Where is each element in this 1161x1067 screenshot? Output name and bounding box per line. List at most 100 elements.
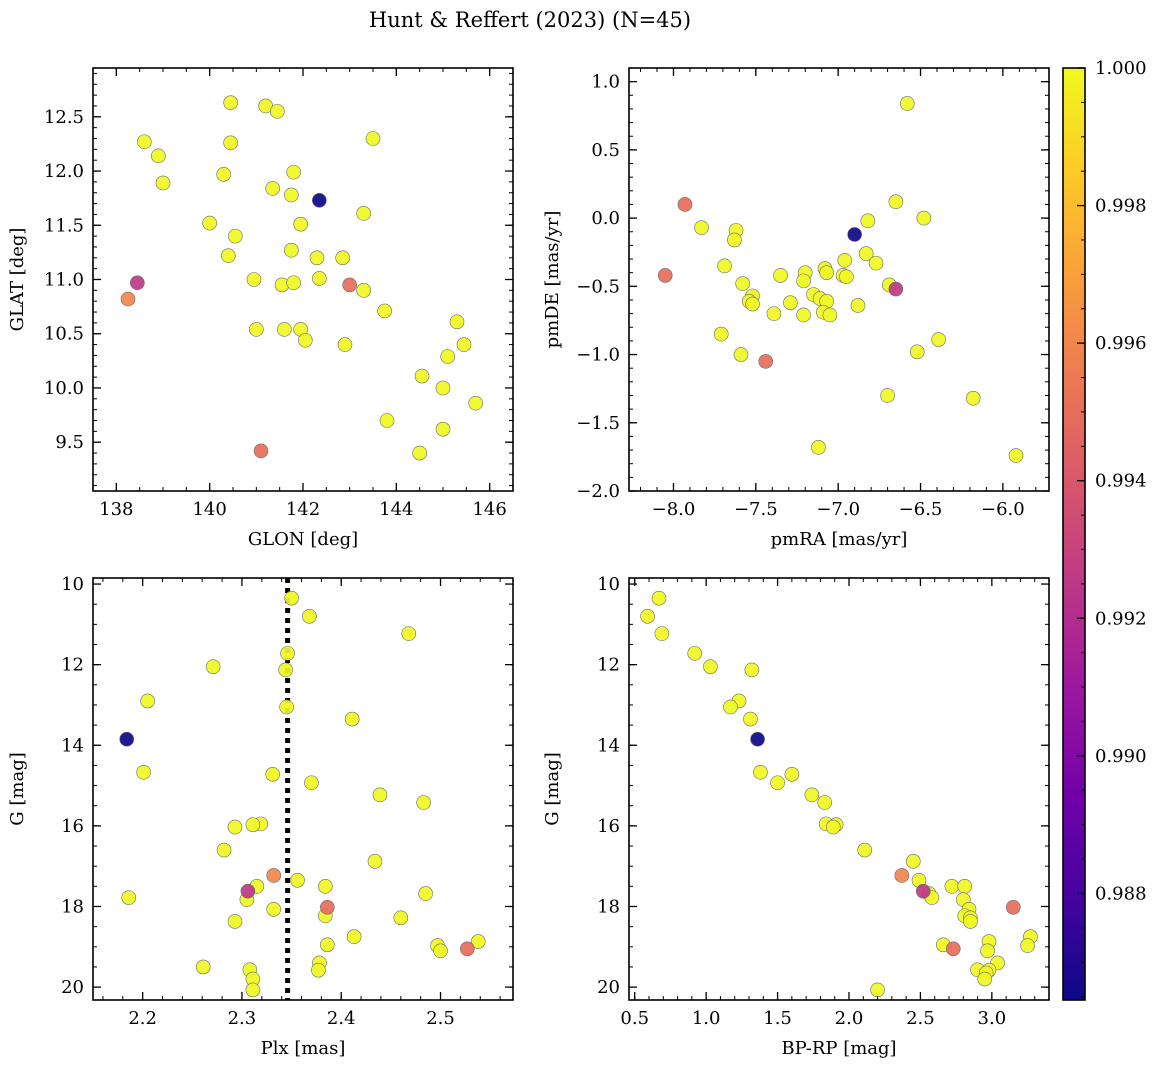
scatter-point [401,626,417,641]
y-tick-label: 14 [597,735,620,756]
scatter-point [266,902,282,917]
scatter-point [312,193,327,208]
x-axis-label: BP-RP [mag] [781,1038,896,1059]
scatter-point [246,272,262,287]
y-tick-label: 20 [61,977,84,998]
y-tick-label: 0.5 [591,140,620,161]
scatter-point [136,764,151,780]
x-tick-label: 3.0 [978,1008,1007,1029]
points-top-left [120,95,483,461]
y-tick-label: 11.0 [44,270,84,291]
colorbar-tick-label: 0.994 [1095,471,1147,492]
x-tick-label: −7.5 [734,499,778,520]
panel-bottom-right: 0.5 1.0 1.5 2.0 2.5 3.0 10 12 14 16 18 20 BP-RP [mag… [542,574,1050,1059]
scatter-point [253,443,269,459]
y-tick-label: −0.5 [576,276,620,297]
scatter-point [723,699,738,715]
x-tick-label: −8.0 [652,499,696,520]
scatter-point [356,283,371,298]
scatter-point [216,842,232,858]
scatter-point [750,731,765,747]
scatter-point [440,349,455,364]
y-tick-label: 10.5 [44,324,84,345]
scatter-point [284,590,299,606]
scatter-point [412,445,427,461]
scatter-point [372,787,388,803]
scatter-point [460,941,475,957]
scatter-point [318,879,333,894]
y-tick-label: 12 [61,655,84,676]
scatter-point [293,216,308,232]
scatter-point [888,281,904,297]
scatter-point [228,228,243,244]
y-tick-label: 20 [597,977,620,998]
scatter-point [223,135,238,151]
panel-bottom-left: 2.2 2.3 2.4 2.5 10 12 14 16 18 20 Plx [mas] G [mag] [7,574,514,1059]
colorbar-gradient [1063,68,1085,1000]
figure-title: Hunt & Reffert (2023) (N=45) [369,8,691,32]
scatter-point [433,943,448,959]
scatter-point [980,943,995,959]
panel-top-right: −8.0 −7.5 −7.0 −6.5 −6.0 −2.0 −1.5 −1.0 −0.5 0.0 0… [542,67,1050,550]
scatter-point [216,166,231,182]
y-tick-label: 0.0 [591,208,620,229]
x-tick-label: 2.5 [906,1008,935,1029]
scatter-point [278,662,293,678]
y-tick-label: 10.0 [44,378,84,399]
scatter-point [119,731,135,747]
scatter-point [965,390,981,406]
y-tick-label: 16 [61,816,84,837]
scatter-point [847,227,862,242]
y-tick-label: 12.5 [44,107,84,128]
scatter-point [657,268,673,283]
scatter-point [245,982,261,998]
scatter-point [137,134,152,150]
x-tick-label: 1.0 [692,1008,721,1029]
scatter-point [857,842,873,858]
scatter-point [290,872,305,888]
scatter-point [783,295,798,310]
scatter-point [277,322,292,337]
scatter-point [249,322,264,337]
panels: 138 140 142 144 146 9.5 10.0 10.5 11.0 11.5 12.0 12… [7,67,1050,1059]
scatter-point [140,693,155,709]
scatter-point [825,819,841,835]
axes-frame [92,577,514,1001]
scatter-point [963,914,978,929]
scatter-point [1008,448,1024,463]
x-tick-label: 144 [379,499,413,520]
scatter-point [745,296,760,312]
scatter-point [121,890,137,905]
scatter-point [1005,899,1021,915]
x-tick-label: 0.5 [620,1008,649,1029]
x-tick-label: 146 [472,499,506,520]
scatter-point [733,347,749,362]
scatter-point [270,104,285,119]
x-axis-label: GLON [deg] [248,529,358,550]
scatter-point [337,337,353,352]
scatter-point [151,148,166,164]
scatter-point [356,206,371,221]
y-tick-label: 11.5 [44,215,84,236]
scatter-point [677,197,693,212]
scatter-point [870,982,885,998]
scatter-point [717,258,732,274]
scatter-point [880,388,895,403]
scatter-point [342,277,357,293]
scatter-point [909,344,925,360]
x-tick-label: 2.0 [835,1008,864,1029]
y-tick-label: 10 [597,574,620,595]
scatter-point [651,590,667,606]
scatter-point [822,307,838,323]
y-axis-label: G [mag] [7,752,28,825]
y-tick-label: 10 [61,574,84,595]
y-axis-label: G [mag] [542,752,563,825]
scatter-point [735,276,750,291]
scatter-point [727,232,742,248]
scatter-point [284,187,299,203]
scatter-point [365,131,381,146]
y-tick-label: 18 [597,896,620,917]
y-axis-label: GLAT [deg] [7,228,28,332]
scatter-point [713,326,729,342]
